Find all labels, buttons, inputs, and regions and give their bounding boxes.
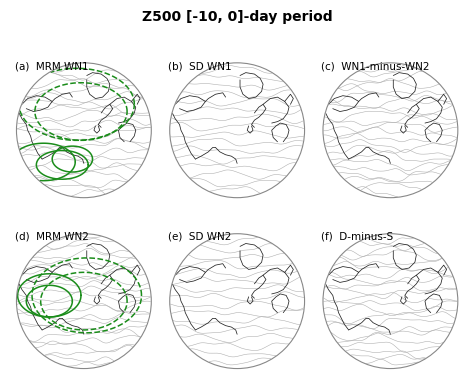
Polygon shape — [15, 104, 73, 151]
Circle shape — [170, 63, 305, 198]
Polygon shape — [59, 86, 123, 129]
Polygon shape — [246, 305, 263, 320]
Polygon shape — [12, 90, 121, 170]
Polygon shape — [234, 90, 246, 101]
Circle shape — [323, 234, 458, 369]
Polygon shape — [55, 78, 136, 130]
Polygon shape — [32, 120, 55, 140]
Polygon shape — [23, 113, 64, 145]
Polygon shape — [211, 317, 226, 328]
Text: (a)  MRM WN1: (a) MRM WN1 — [15, 61, 88, 71]
Polygon shape — [217, 111, 243, 132]
Polygon shape — [22, 127, 42, 145]
Circle shape — [17, 63, 151, 198]
Polygon shape — [382, 264, 434, 304]
Polygon shape — [41, 276, 61, 294]
Circle shape — [170, 234, 305, 369]
Polygon shape — [23, 265, 75, 303]
Text: (f)  D-minus-S: (f) D-minus-S — [321, 232, 393, 242]
Polygon shape — [100, 140, 120, 155]
Polygon shape — [352, 83, 444, 163]
Polygon shape — [241, 270, 256, 281]
Circle shape — [323, 63, 458, 198]
Polygon shape — [408, 113, 422, 124]
Polygon shape — [396, 101, 434, 130]
Text: (c)  WN1-minus-WN2: (c) WN1-minus-WN2 — [321, 61, 430, 71]
Polygon shape — [214, 290, 237, 307]
Polygon shape — [383, 88, 412, 109]
Polygon shape — [223, 262, 234, 276]
Polygon shape — [347, 278, 362, 290]
Text: (e)  SD WN2: (e) SD WN2 — [168, 232, 231, 242]
Polygon shape — [435, 129, 449, 140]
Polygon shape — [25, 308, 51, 331]
Text: (d)  MRM WN2: (d) MRM WN2 — [15, 232, 89, 242]
Polygon shape — [123, 331, 137, 343]
Polygon shape — [431, 337, 442, 346]
Polygon shape — [365, 307, 393, 330]
Polygon shape — [403, 107, 427, 127]
Polygon shape — [219, 257, 238, 280]
Polygon shape — [213, 88, 224, 103]
Polygon shape — [66, 149, 90, 163]
Polygon shape — [379, 83, 419, 109]
Polygon shape — [369, 311, 389, 326]
Polygon shape — [32, 272, 66, 298]
Polygon shape — [78, 280, 118, 308]
Text: (b)  SD WN1: (b) SD WN1 — [168, 61, 232, 71]
Polygon shape — [9, 295, 66, 341]
Text: Z500 [-10, 0]-day period: Z500 [-10, 0]-day period — [142, 10, 332, 23]
Polygon shape — [226, 298, 255, 321]
Polygon shape — [373, 316, 384, 324]
Polygon shape — [18, 301, 58, 336]
Polygon shape — [65, 91, 111, 126]
Circle shape — [17, 234, 151, 369]
